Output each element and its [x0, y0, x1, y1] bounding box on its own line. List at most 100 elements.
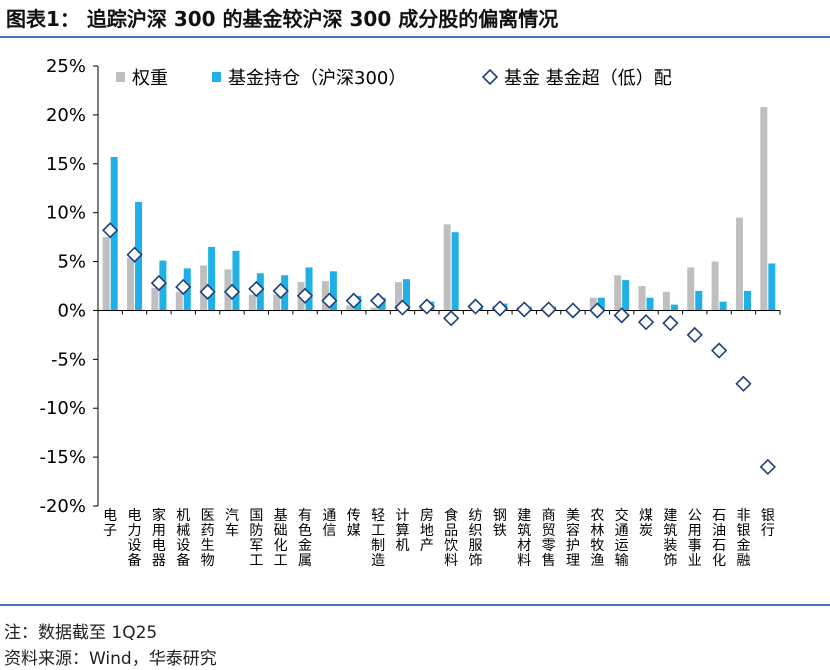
marker-overweight: [589, 302, 606, 319]
footer-rule: [0, 604, 830, 606]
bar-weight: [589, 297, 597, 311]
x-tick-label: 交通运输: [615, 507, 629, 569]
marker-overweight: [491, 300, 509, 317]
x-tick-label: 传媒: [347, 508, 361, 539]
chart-area: 25% 20% 15% 10% 5% 0% -5% -10% -15% -20% 电子电力设备家用…: [39, 56, 781, 569]
bar-fund: [695, 290, 703, 311]
x-tick-label: 公用事业: [688, 508, 702, 569]
y-tick-label: -20%: [39, 496, 86, 517]
bar-fund: [670, 304, 678, 311]
series-weight-bars: [102, 107, 768, 311]
marker-overweight: [662, 315, 679, 332]
bar-fund: [329, 271, 337, 311]
bar-fund: [208, 246, 216, 311]
bar-weight: [370, 307, 378, 311]
x-tick-label: 煤炭: [639, 508, 653, 539]
bar-fund: [743, 290, 751, 311]
x-tick-label: 通信: [322, 508, 336, 539]
bar-weight: [248, 294, 256, 311]
bar-weight: [127, 257, 135, 311]
bar-fund: [646, 297, 654, 311]
title-rule: [0, 36, 830, 38]
y-tick-label: -15%: [39, 447, 86, 468]
series-overweight-markers: [102, 222, 776, 476]
bar-fund: [305, 267, 313, 311]
bar-fund: [402, 279, 410, 311]
x-tick-label: 轻工制造: [371, 508, 385, 569]
bar-weight: [273, 294, 281, 311]
x-tick-label: 美容护理: [566, 508, 580, 569]
x-tick-label: 计算机: [395, 508, 409, 554]
marker-overweight: [394, 299, 411, 316]
x-tick-label: 汽车: [225, 508, 239, 539]
marker-overweight: [443, 310, 460, 327]
x-tick-label: 电力设备: [128, 508, 142, 569]
marker-overweight: [345, 292, 362, 309]
bar-fund: [622, 280, 630, 311]
bar-weight: [614, 275, 622, 311]
x-axis-labels: 电子电力设备家用电器机械设备医药生物汽车国防军工基础化工有色金属通信传媒轻工制造…: [103, 507, 775, 569]
marker-overweight: [296, 287, 314, 304]
marker-overweight: [516, 301, 533, 318]
bar-fund: [768, 263, 776, 311]
figure-title: 图表1： 追踪沪深 300 的基金较沪深 300 成分股的偏离情况: [6, 7, 559, 31]
legend-swatch-weight: [116, 72, 125, 82]
x-tick-label: 商贸零售: [542, 508, 556, 569]
marker-overweight: [199, 283, 216, 300]
legend-label-overweight: 基金 基金超（低）配: [504, 68, 672, 89]
x-tick-label: 石油石化: [712, 508, 726, 569]
bar-fund: [597, 297, 605, 311]
marker-overweight: [272, 282, 289, 300]
marker-overweight: [126, 246, 143, 263]
x-tick-label: 电子: [103, 508, 117, 539]
bar-fund: [451, 232, 459, 311]
y-tick-label: -10%: [39, 398, 86, 419]
x-tick-label: 非银金融: [736, 508, 750, 569]
y-tick-label: -5%: [51, 349, 86, 370]
bar-weight: [102, 237, 110, 311]
x-tick-label: 国防军工: [249, 508, 263, 569]
marker-overweight: [686, 326, 703, 344]
bar-weight: [443, 224, 451, 311]
y-axis-ticks: 25% 20% 15% 10% 5% 0% -5% -10% -15% -20%: [39, 56, 781, 517]
marker-overweight: [467, 298, 484, 315]
marker-overweight: [102, 222, 119, 239]
legend-swatch-fund: [212, 72, 221, 82]
legend: 权重 基金持仓（沪深300） 基金 基金超（低）配: [116, 68, 672, 89]
marker-overweight: [613, 307, 630, 324]
marker-overweight: [369, 292, 387, 309]
y-tick-label: 20%: [46, 105, 86, 126]
x-tick-label: 建筑装饰: [663, 508, 677, 569]
legend-label-weight: 权重: [132, 68, 168, 89]
bar-weight: [735, 217, 743, 311]
x-tick-label: 农林牧渔: [590, 508, 604, 569]
y-tick-label: 0%: [57, 300, 86, 321]
y-tick-label: 15%: [46, 154, 86, 175]
x-tick-label: 基础化工: [274, 507, 288, 569]
legend-marker-overweight: [481, 68, 499, 86]
bar-fund: [232, 250, 240, 311]
bar-weight: [687, 267, 695, 311]
marker-overweight: [223, 283, 241, 300]
bar-weight: [151, 287, 159, 311]
x-tick-label: 有色金属: [298, 508, 312, 569]
bar-weight: [662, 291, 670, 311]
source-note: 资料来源：Wind，华泰研究: [4, 649, 217, 669]
x-tick-label: 银行: [761, 508, 775, 539]
x-tick-label: 钢铁: [493, 508, 507, 539]
x-tick-label: 纺织服饰: [469, 508, 483, 569]
marker-overweight: [418, 298, 435, 315]
bar-weight: [760, 107, 768, 311]
bar-weight: [346, 305, 354, 311]
x-tick-label: 家用电器: [152, 507, 166, 569]
marker-overweight: [759, 458, 776, 476]
x-tick-label: 建筑材料: [517, 508, 531, 569]
marker-overweight: [564, 302, 582, 319]
marker-overweight: [540, 301, 557, 318]
x-tick-label: 房地产: [420, 508, 434, 554]
bar-weight: [175, 291, 183, 311]
y-tick-label: 5%: [57, 252, 86, 273]
bar-weight: [711, 261, 719, 311]
marker-overweight: [321, 292, 338, 309]
legend-label-fund: 基金持仓（沪深300）: [228, 68, 406, 89]
